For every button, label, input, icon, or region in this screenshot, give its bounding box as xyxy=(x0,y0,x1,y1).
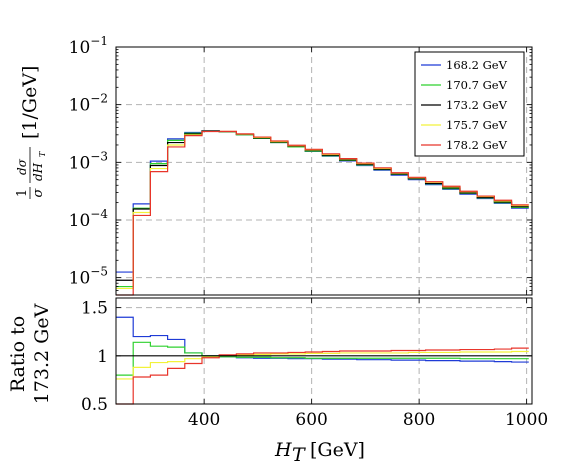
ratio-panel-frame xyxy=(115,297,533,405)
xtick-label: 600 xyxy=(295,410,327,430)
ratio-axes-box xyxy=(115,297,533,405)
main-ytick-label: 10−3 xyxy=(69,149,108,173)
legend-label: 178.2 GeV xyxy=(446,138,508,152)
xlabel-main: H xyxy=(274,439,292,461)
xlabel-subscript: T xyxy=(292,444,306,466)
main-y-axis-label: 1 σ dσ dH T [1/GeV] xyxy=(15,66,47,199)
ylabel-frac2-subscript: T xyxy=(38,151,47,157)
main-ytick-label: 10−4 xyxy=(69,207,109,231)
ytick-exponent: −3 xyxy=(90,149,108,163)
ratio-y-axis-label: Ratio to 173.2 GeV xyxy=(7,303,53,404)
x-axis-label: H T [GeV] xyxy=(274,439,365,466)
main-ytick-label: 10−2 xyxy=(69,92,108,116)
ytick-mantissa: 10 xyxy=(69,269,91,289)
main-panel-series xyxy=(116,129,529,296)
legend-label: 168.2 GeV xyxy=(446,58,508,72)
ratio-line-1707 xyxy=(116,341,529,376)
ylabel-frac1-numerator: 1 xyxy=(15,189,30,197)
x-ticks: 400 600 800 1000 xyxy=(188,298,548,430)
legend-label: 170.7 GeV xyxy=(446,78,508,92)
main-y-ticks: 10−510−410−310−210−1 xyxy=(69,34,532,295)
legend-label: 173.2 GeV xyxy=(446,98,508,112)
ylabel-frac2-denominator: dH xyxy=(31,162,45,181)
ytick-mantissa: 10 xyxy=(69,153,91,173)
ytick-exponent: −4 xyxy=(90,207,108,221)
ratio-ylabel-line2: 173.2 GeV xyxy=(31,303,53,404)
ytick-mantissa: 10 xyxy=(69,96,91,116)
ratio-ylabel-line1: Ratio to xyxy=(7,316,29,392)
ratio-line-1757 xyxy=(116,350,529,380)
ratio-ytick-label: 1.5 xyxy=(81,299,108,319)
ytick-mantissa: 10 xyxy=(69,38,91,58)
xtick-label: 800 xyxy=(403,410,435,430)
ratio-y-ticks: 0.5 1 1.5 xyxy=(81,299,532,415)
ratio-ytick-label: 0.5 xyxy=(81,395,108,415)
main-ytick-label: 10−5 xyxy=(69,265,108,289)
ytick-exponent: −5 xyxy=(90,265,108,279)
xlabel-unit: [GeV] xyxy=(310,439,365,461)
series-line-1782 xyxy=(116,130,529,296)
ylabel-frac2-numerator: dσ xyxy=(15,158,29,175)
ytick-exponent: −2 xyxy=(90,92,108,106)
ratio-line-1782 xyxy=(116,347,529,405)
legend-label: 175.7 GeV xyxy=(446,118,508,132)
xtick-label: 1000 xyxy=(505,410,548,430)
ytick-mantissa: 10 xyxy=(69,211,91,231)
ylabel-frac1-denominator: σ xyxy=(31,187,46,197)
ylabel-unit: [1/GeV] xyxy=(19,66,41,139)
legend: 168.2 GeV 170.7 GeV 173.2 GeV 175.7 GeV 178.… xyxy=(414,51,525,157)
ratio-panel-series xyxy=(116,316,532,405)
xtick-label: 400 xyxy=(188,410,220,430)
ytick-exponent: −1 xyxy=(90,34,108,48)
ratio-ytick-label: 1 xyxy=(97,347,108,367)
main-ytick-label: 10−1 xyxy=(69,34,108,58)
